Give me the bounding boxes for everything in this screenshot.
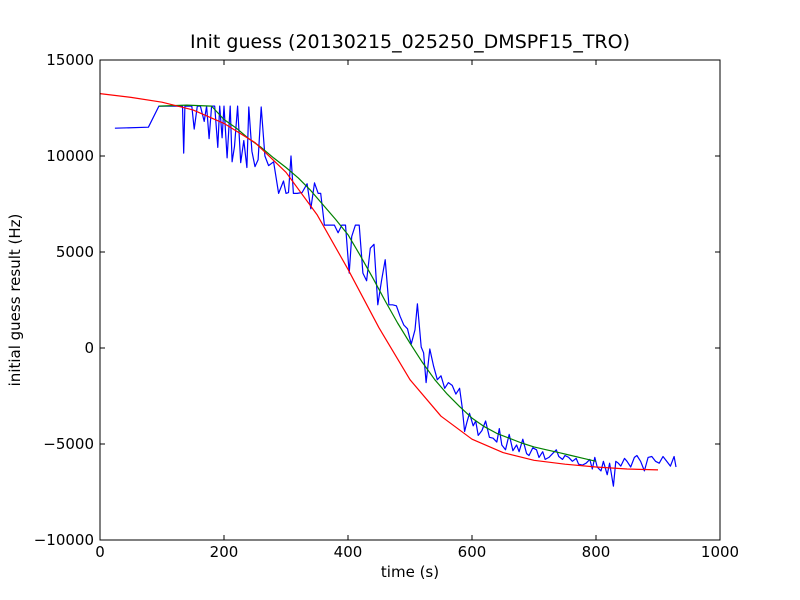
y-tick-label: 15000 bbox=[46, 51, 94, 69]
y-tick-label: 10000 bbox=[46, 147, 94, 165]
series-line-1 bbox=[114, 105, 677, 487]
x-tick-label: 1000 bbox=[701, 543, 739, 561]
chart-title: Init guess (20130215_025250_DMSPF15_TRO) bbox=[190, 31, 630, 53]
y-tick-label: −10000 bbox=[34, 531, 94, 549]
x-tick-label: 0 bbox=[95, 543, 105, 561]
x-tick-label: 800 bbox=[582, 543, 611, 561]
plot-area-frame bbox=[99, 59, 721, 541]
series-line-3 bbox=[99, 93, 659, 471]
x-tick-label: 600 bbox=[458, 543, 487, 561]
y-tick-label: −5000 bbox=[43, 435, 94, 453]
x-tick-label: 400 bbox=[334, 543, 363, 561]
x-axis-label: time (s) bbox=[381, 563, 439, 581]
x-axis-ticks: 0 200 400 600 800 1000 bbox=[95, 60, 739, 561]
y-axis-ticks: −10000 −5000 0 5000 10000 15000 bbox=[34, 51, 720, 549]
y-axis-label: initial guess result (Hz) bbox=[6, 214, 24, 387]
y-tick-label: 5000 bbox=[56, 243, 94, 261]
x-tick-label: 200 bbox=[210, 543, 239, 561]
series-line-2 bbox=[158, 104, 597, 462]
y-tick-label: 0 bbox=[84, 339, 94, 357]
series-layer bbox=[99, 93, 677, 487]
